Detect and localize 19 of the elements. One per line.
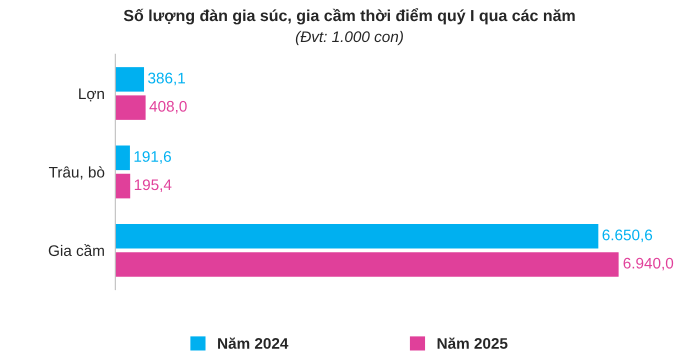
data-label: 6.650,6 xyxy=(602,230,652,242)
y-tick-label: Lợn xyxy=(79,88,104,102)
bar xyxy=(115,146,130,170)
data-label: 191,6 xyxy=(134,151,171,164)
bar xyxy=(115,174,130,198)
data-label: 195,4 xyxy=(134,179,172,192)
legend-label: Năm 2024 xyxy=(218,337,288,349)
bar xyxy=(115,252,619,277)
chart-title: Số lượng đàn gia súc, gia cầm thời điểm quý I qua các năm xyxy=(124,8,575,24)
y-tick-label: Trâu, bò xyxy=(48,166,104,180)
data-label: 408,0 xyxy=(149,100,187,114)
data-label: 6.940,0 xyxy=(624,258,674,270)
bar xyxy=(115,67,144,92)
y-tick-label: Gia cầm xyxy=(48,244,104,256)
chart-subtitle: (Đvt: 1.000 con) xyxy=(296,30,403,46)
bar xyxy=(115,95,146,120)
legend-label: Năm 2025 xyxy=(438,337,508,349)
bar xyxy=(115,224,598,249)
data-label: 386,1 xyxy=(148,72,185,86)
